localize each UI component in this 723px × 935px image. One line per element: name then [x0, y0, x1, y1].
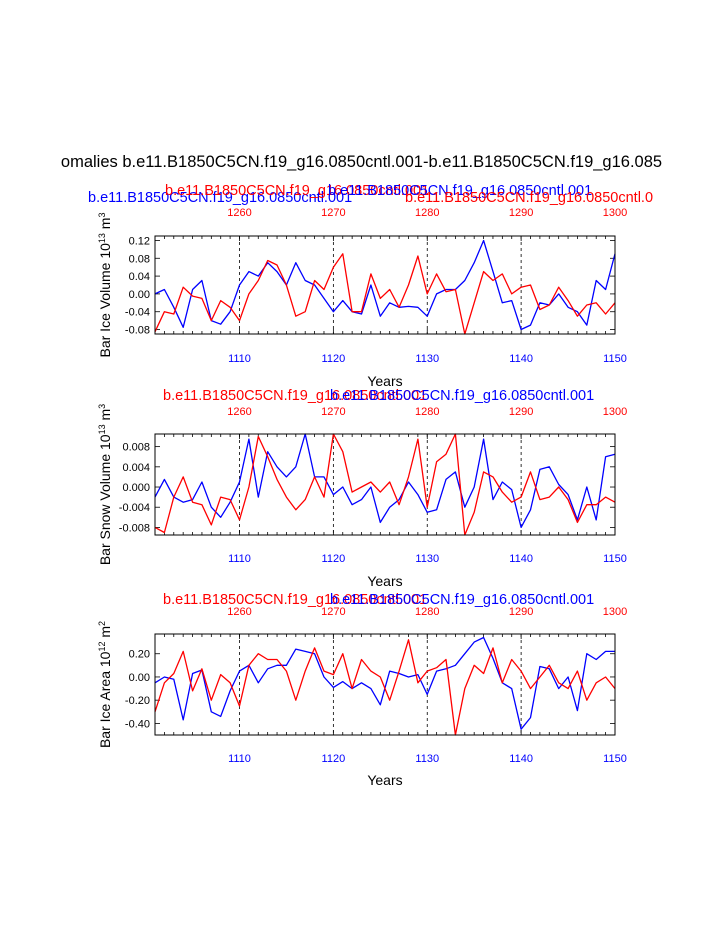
x-bottom-tick-label: 1140 [509, 353, 533, 365]
y-label-exponent: 13 [97, 424, 107, 434]
series-line-red [154, 639, 616, 736]
x-top-tick-label: 1270 [321, 406, 345, 418]
y-tick-label: 0.12 [129, 235, 150, 247]
x-top-tick-label: 1300 [603, 207, 627, 219]
y-label-text: m [97, 409, 113, 425]
x-top-tick-label: 1290 [509, 207, 533, 219]
y-tick-label: 0.20 [129, 649, 150, 661]
x-bottom-tick-label: 1120 [322, 753, 346, 765]
x-axis-label: Years [367, 573, 402, 589]
run-label-blue: b.e11.B1850C5CN.f19_g16.0850cntl.001 [330, 388, 594, 404]
y-tick-label: 0.000 [122, 482, 150, 494]
run-label-red: b.e11.B1850C5CN.f19_g16.0850cntl.0 [405, 190, 653, 206]
x-top-tick-label: 1280 [415, 606, 439, 618]
panel-1: 0.12 0.08 0.04 0.00 -0.04 -0.08 1110 1120 1130 11… [88, 183, 653, 389]
y-label-text: m [97, 218, 113, 234]
x-top-tick-label: 1290 [509, 606, 533, 618]
series-line-blue [154, 636, 615, 730]
y-label-text: m [97, 626, 113, 642]
y-label-text: Bar Snow Volume 10 [97, 434, 113, 565]
x-bottom-tick-label: 1110 [228, 353, 251, 365]
x-top-tick-label: 1280 [415, 406, 439, 418]
x-bottom-tick-label: 1110 [228, 753, 251, 765]
x-bottom-tick-label: 1140 [509, 753, 533, 765]
y-tick-label: -0.08 [125, 325, 150, 337]
x-bottom-tick-label: 1150 [603, 353, 627, 365]
y-tick-label: -0.004 [119, 502, 150, 514]
y-tick-label: 0.00 [129, 289, 150, 301]
y-label-exponent: 2 [97, 621, 107, 626]
run-label-blue: b.e11.B1850C5CN.f19_g16.0850cntl.001 [88, 190, 352, 206]
plot-frame [154, 433, 616, 536]
y-axis-label: Bar Ice Area 1012 m2 [97, 621, 113, 748]
x-bottom-tick-label: 1150 [603, 553, 627, 565]
y-tick-label: -0.008 [119, 522, 150, 534]
y-label-text: Bar Ice Volume 10 [97, 243, 113, 358]
x-bottom-tick-label: 1150 [603, 753, 627, 765]
y-tick-label: 0.08 [129, 253, 150, 265]
plot-frame [154, 633, 616, 736]
y-tick-label: 0.00 [129, 672, 150, 684]
series-line-blue [154, 239, 616, 331]
x-top-tick-label: 1290 [509, 406, 533, 418]
x-bottom-tick-label: 1120 [322, 553, 346, 565]
run-label-blue: b.e11.B1850C5CN.f19_g16.0850cntl.001 [328, 183, 592, 199]
panel-3: 0.20 0.00 -0.20 -0.40 1110 1120 1130 1140 1150 12… [97, 592, 627, 788]
x-bottom-tick-label: 1130 [415, 553, 439, 565]
y-tick-label: -0.40 [125, 718, 150, 730]
x-axis-label: Years [367, 373, 402, 389]
x-top-tick-label: 1270 [321, 606, 345, 618]
x-top-tick-label: 1300 [603, 406, 627, 418]
page-title: omalies b.e11.B1850C5CN.f19_g16.0850cntl… [60, 153, 663, 171]
run-label-red: b.e11.B1850C5CN.f19_g16.0850cntl.001 [163, 388, 427, 404]
x-bottom-tick-label: 1120 [322, 353, 346, 365]
plot-frame [154, 235, 616, 335]
y-tick-label: 0.008 [122, 442, 150, 454]
x-top-tick-label: 1300 [603, 606, 627, 618]
x-top-tick-label: 1260 [227, 406, 251, 418]
x-bottom-tick-label: 1130 [415, 353, 439, 365]
y-axis-label: Bar Snow Volume 1013 m3 [97, 404, 113, 565]
x-axis-label: Years [367, 772, 402, 788]
x-top-tick-label: 1270 [321, 207, 345, 219]
y-label-exponent: 3 [97, 404, 107, 409]
series-line-red [154, 253, 616, 335]
y-tick-label: 0.04 [129, 271, 150, 283]
x-top-tick-label: 1260 [227, 207, 251, 219]
x-bottom-tick-label: 1110 [228, 553, 251, 565]
y-label-exponent: 3 [97, 213, 107, 218]
x-bottom-tick-label: 1140 [509, 553, 533, 565]
y-label-exponent: 13 [97, 233, 107, 243]
x-top-tick-label: 1280 [415, 207, 439, 219]
run-label-red: b.e11.B1850C5CN.f19_g16.0850cntl.001 [165, 183, 429, 199]
panel-2: 0.008 0.004 0.000 -0.004 -0.008 1110 1120 1130 1… [97, 388, 627, 589]
run-label-blue: b.e11.B1850C5CN.f19_g16.0850cntl.001 [330, 592, 594, 608]
y-tick-label: -0.20 [125, 695, 150, 707]
run-label-red: b.e11.B1850C5CN.f19_g16.0850cntl.001 [163, 592, 427, 608]
y-tick-label: 0.004 [122, 462, 150, 474]
x-top-tick-label: 1260 [227, 606, 251, 618]
x-bottom-tick-label: 1130 [415, 753, 439, 765]
series-line-red [154, 433, 616, 536]
series-line-blue [154, 433, 616, 529]
y-axis-label: Bar Ice Volume 1013 m3 [97, 213, 113, 358]
y-label-exponent: 12 [97, 642, 107, 652]
y-label-text: Bar Ice Area 10 [97, 651, 113, 748]
y-tick-label: -0.04 [125, 307, 150, 319]
